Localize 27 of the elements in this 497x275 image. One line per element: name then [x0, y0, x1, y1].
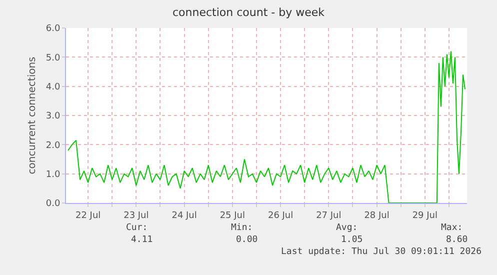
y-tick-label: 4.0: [46, 82, 60, 92]
x-tick-label: 29 Jul: [412, 210, 438, 221]
y-tick-label: 5.0: [46, 53, 60, 64]
y-axis-title: concurrent connections: [26, 56, 38, 174]
x-tick-label: 23 Jul: [124, 210, 149, 221]
y-tick-label: 1.0: [46, 170, 60, 180]
line-series: [68, 50, 466, 203]
text: Min:: [231, 223, 253, 233]
x-tick-label: 28 Jul: [364, 210, 390, 221]
x-tick-label: 27 Jul: [316, 210, 342, 221]
chart-title: connection count - by week: [172, 6, 326, 19]
text: 1.05: [341, 235, 363, 245]
text: 4.11: [131, 235, 153, 245]
x-tick-label: 24 Jul: [172, 210, 197, 221]
text: 0.00: [236, 235, 258, 245]
x-tick-label: 22 Jul: [75, 210, 101, 221]
text: Last update: Thu Jul 30 09:01:11 2026: [281, 247, 482, 257]
text: Avg:: [336, 223, 358, 233]
text: 8.60: [446, 235, 468, 245]
x-tick-label: 25 Jul: [220, 210, 245, 221]
y-tick-label: 2.0: [46, 140, 60, 151]
text: Max:: [441, 223, 463, 233]
y-tick-label: 3.0: [46, 112, 60, 122]
x-tick-label: 26 Jul: [268, 210, 294, 221]
y-tick-label: 0.0: [46, 199, 60, 210]
text: Cur:: [126, 223, 148, 233]
y-tick-label: 6.0: [46, 24, 60, 34]
